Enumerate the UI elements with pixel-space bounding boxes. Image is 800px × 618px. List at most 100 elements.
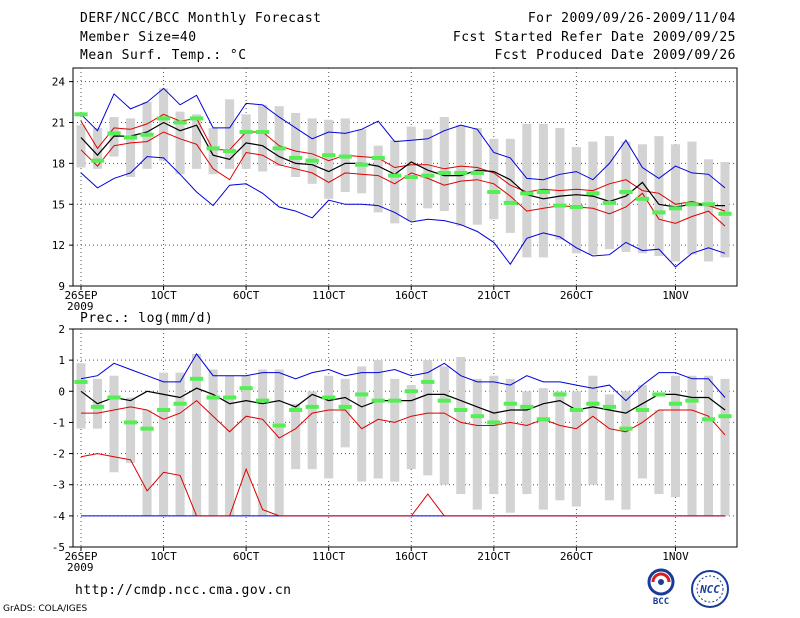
x-tick-label: 11OCT — [312, 289, 345, 302]
range-box — [555, 391, 565, 501]
range-box — [192, 114, 202, 169]
median-marker — [718, 211, 732, 216]
range-box — [489, 375, 499, 495]
median-marker — [437, 398, 451, 403]
lower-spread-line — [81, 399, 726, 439]
range-box — [687, 375, 697, 516]
range-box — [423, 360, 433, 476]
ncc-logo-icon: NCC — [691, 570, 729, 608]
range-box — [489, 138, 499, 220]
median-marker — [652, 210, 666, 215]
y-tick-label: 18 — [52, 157, 65, 170]
y-tick-label: 24 — [52, 76, 66, 89]
median-marker — [536, 417, 550, 422]
median-marker — [635, 407, 650, 412]
range-box — [175, 111, 185, 175]
range-box — [357, 366, 367, 482]
median-marker — [90, 404, 105, 409]
median-marker — [338, 154, 352, 159]
range-box — [604, 394, 614, 501]
median-marker — [668, 401, 683, 406]
median-marker — [239, 130, 253, 135]
median-marker — [289, 155, 303, 160]
y-tick-label: 9 — [58, 280, 65, 293]
range-box — [357, 129, 367, 194]
range-box — [125, 118, 136, 177]
median-marker — [140, 132, 154, 137]
x-year-label: 2009 — [67, 561, 94, 574]
range-box — [720, 162, 730, 258]
median-marker — [338, 404, 352, 409]
median-marker — [437, 170, 451, 175]
median-marker — [189, 376, 204, 381]
plot-frame — [72, 328, 738, 548]
range-box — [142, 409, 152, 516]
median-marker — [90, 158, 105, 163]
range-box — [604, 136, 614, 250]
median-marker — [487, 189, 501, 194]
median-marker — [553, 392, 567, 397]
forecast-period: For 2009/09/26-2009/11/04 — [527, 11, 736, 26]
median-marker — [272, 423, 286, 428]
x-tick-label: 26OCT — [560, 289, 593, 302]
range-box — [522, 123, 532, 258]
range-box — [670, 375, 681, 498]
range-box — [225, 375, 235, 516]
ensemble-min-line — [80, 156, 726, 268]
x-tick-label: 21OCT — [477, 289, 510, 302]
y-tick-label: -1 — [52, 416, 65, 429]
range-box — [241, 375, 251, 516]
y-tick-label: -5 — [52, 541, 65, 554]
range-box — [588, 141, 598, 255]
median-marker — [569, 407, 583, 412]
median-marker — [156, 116, 171, 121]
range-box — [159, 372, 169, 516]
range-box — [225, 99, 235, 169]
x-tick-label: 1OCT — [150, 289, 177, 302]
range-box — [125, 397, 136, 463]
median-marker — [404, 175, 418, 179]
median-marker — [652, 392, 666, 397]
range-box — [654, 136, 664, 257]
range-box — [555, 127, 565, 240]
x-tick-label: 21OCT — [477, 550, 510, 563]
range-box — [274, 106, 284, 167]
source-url[interactable]: http://cmdp.ncc.cma.gov.cn — [75, 583, 292, 598]
median-marker — [371, 155, 385, 160]
y-tick-label: -3 — [52, 479, 65, 492]
fcst-produced-date: Fcst Produced Date 2009/09/26 — [494, 48, 736, 63]
range-box — [423, 129, 433, 209]
median-marker — [206, 146, 220, 151]
range-box — [390, 378, 400, 482]
median-marker — [619, 189, 633, 194]
median-marker — [173, 401, 187, 406]
x-tick-label: 6OCT — [233, 289, 260, 302]
range-box — [258, 369, 268, 516]
median-marker — [718, 414, 732, 419]
member-size: Member Size=40 — [80, 30, 197, 45]
bcc-logo-text: BCC — [653, 597, 669, 607]
median-marker — [388, 398, 402, 403]
range-box — [258, 104, 268, 172]
range-box — [390, 140, 400, 224]
lower-spread-line — [80, 131, 726, 227]
x-tick-label: 26SEP — [64, 550, 97, 563]
range-box — [76, 363, 86, 429]
range-box — [324, 119, 334, 199]
range-box — [159, 88, 169, 161]
median-marker — [140, 426, 154, 431]
lower-extreme-line — [80, 453, 725, 517]
range-box — [241, 114, 251, 169]
median-marker — [189, 116, 204, 121]
y-tick-label: 1 — [58, 354, 65, 367]
range-box — [472, 127, 482, 225]
range-box — [291, 112, 301, 177]
median-marker — [223, 395, 237, 400]
ensemble-max-line — [80, 87, 726, 189]
range-box — [439, 366, 449, 485]
range-box — [472, 378, 482, 510]
median-marker — [619, 426, 633, 431]
bcc-logo-icon: BCC — [647, 568, 675, 607]
x-tick-label: 16OCT — [395, 550, 428, 563]
